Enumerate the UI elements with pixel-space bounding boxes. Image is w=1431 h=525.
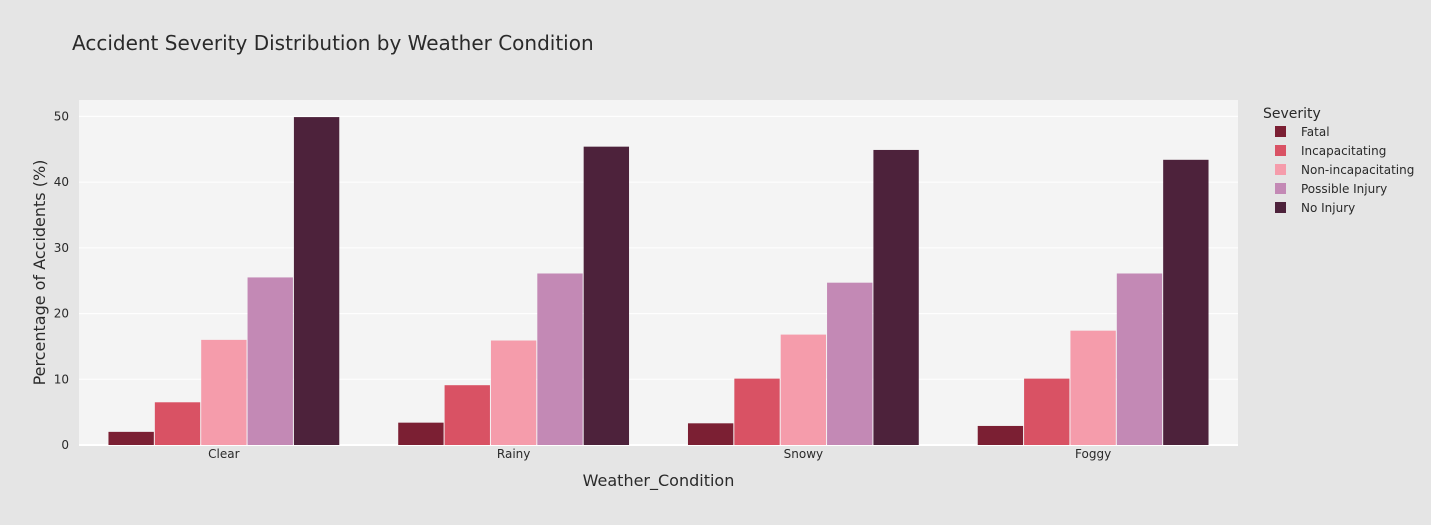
legend: Severity Fatal Incapacitating Non-incapaci… <box>1263 106 1414 215</box>
legend-swatch <box>1275 202 1286 213</box>
x-tick-label: Snowy <box>784 447 823 461</box>
bar-possible-injury-rainy <box>537 273 583 445</box>
bar-no-injury-snowy <box>873 149 919 445</box>
bar-non-incapacitating-snowy <box>780 334 827 445</box>
bar-non-incapacitating-clear <box>201 339 247 445</box>
x-axis-ticks: Clear Rainy Snowy Foggy <box>208 447 1111 461</box>
bar-fatal-clear <box>108 431 154 445</box>
x-tick-label: Rainy <box>497 447 530 461</box>
bar-non-incapacitating-rainy <box>490 340 537 445</box>
legend-title: Severity <box>1263 106 1321 122</box>
legend-label: Possible Injury <box>1301 182 1387 196</box>
bar-fatal-rainy <box>398 422 444 445</box>
x-tick-label: Foggy <box>1075 447 1111 461</box>
bar-no-injury-foggy <box>1163 159 1209 446</box>
bar-no-injury-rainy <box>583 146 630 445</box>
chart-title: Accident Severity Distribution by Weathe… <box>72 31 594 55</box>
bar-fatal-foggy <box>977 425 1024 445</box>
bar-incapacitating-rainy <box>444 385 490 445</box>
bar-possible-injury-snowy <box>827 282 873 445</box>
bar-fatal-snowy <box>687 423 734 445</box>
y-tick-label: 40 <box>54 175 69 189</box>
bar-possible-injury-foggy <box>1116 273 1163 445</box>
bar-non-incapacitating-foggy <box>1070 330 1116 445</box>
bar-incapacitating-foggy <box>1024 378 1070 445</box>
bar-no-injury-clear <box>293 117 340 445</box>
y-axis-title: Percentage of Accidents (%) <box>30 160 49 386</box>
legend-swatch <box>1275 126 1286 137</box>
y-tick-label: 0 <box>61 438 69 452</box>
legend-swatch <box>1275 183 1286 194</box>
y-tick-label: 20 <box>54 307 69 321</box>
legend-label: Incapacitating <box>1301 144 1386 158</box>
y-tick-label: 10 <box>54 372 69 386</box>
legend-swatch <box>1275 164 1286 175</box>
y-tick-label: 50 <box>54 109 69 123</box>
legend-label: No Injury <box>1301 201 1355 215</box>
x-tick-label: Clear <box>208 447 239 461</box>
legend-swatch <box>1275 145 1286 156</box>
legend-label: Non-incapacitating <box>1301 163 1414 177</box>
y-tick-label: 30 <box>54 241 69 255</box>
y-axis-ticks: 0 10 20 30 40 50 <box>54 109 69 452</box>
legend-label: Fatal <box>1301 125 1330 139</box>
x-axis-title: Weather_Condition <box>583 471 735 491</box>
bar-incapacitating-clear <box>154 402 201 445</box>
bar-possible-injury-clear <box>247 277 293 445</box>
bar-incapacitating-snowy <box>734 378 780 445</box>
bars <box>108 117 1209 446</box>
